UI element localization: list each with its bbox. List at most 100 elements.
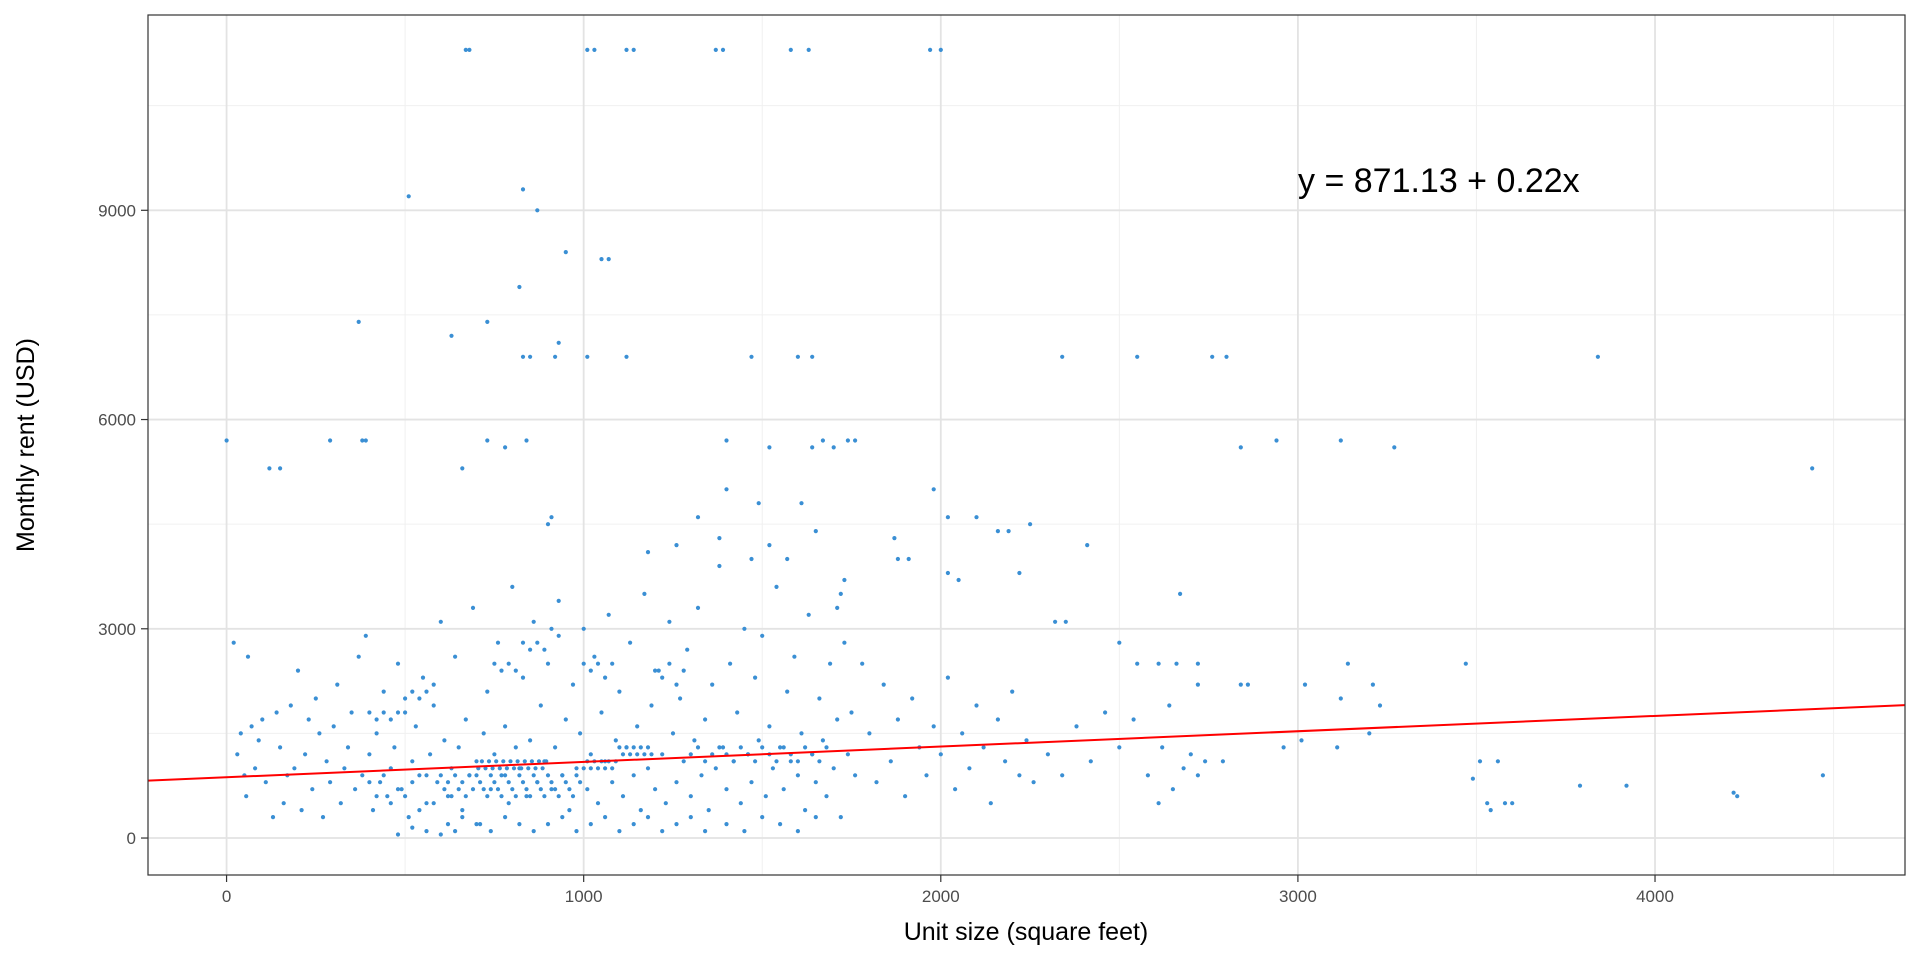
data-point [536, 759, 542, 764]
data-point [931, 724, 936, 729]
data-point [817, 696, 822, 701]
data-point [542, 647, 547, 652]
data-point [363, 438, 368, 443]
x-tick-label: 4000 [1636, 887, 1674, 906]
data-point [1367, 731, 1372, 736]
data-point [524, 794, 529, 799]
data-point [1485, 801, 1490, 806]
data-point [499, 794, 504, 799]
data-point [292, 766, 297, 771]
data-point [485, 438, 490, 443]
data-point [503, 773, 508, 778]
data-point [1117, 745, 1122, 750]
y-tick-label: 9000 [98, 201, 136, 220]
data-point [488, 829, 493, 834]
data-point [620, 794, 626, 799]
data-point [563, 717, 568, 722]
data-point [549, 787, 554, 792]
data-point [274, 710, 279, 715]
data-point [831, 766, 836, 771]
data-point [1006, 529, 1011, 534]
data-point [995, 717, 1001, 722]
data-point [542, 794, 547, 799]
plot-border [147, 14, 1906, 876]
data-point [528, 738, 533, 743]
data-point [1088, 759, 1093, 764]
data-point [631, 47, 636, 53]
data-point [488, 787, 493, 792]
data-point [392, 745, 397, 750]
data-point [245, 654, 251, 659]
data-point [535, 780, 540, 785]
data-point [799, 501, 804, 506]
data-point [295, 668, 301, 673]
data-point [656, 668, 661, 673]
data-point [395, 661, 401, 666]
regression-equation: y = 871.13 + 0.22x [1298, 162, 1580, 200]
data-point [488, 773, 493, 778]
data-point [638, 745, 643, 750]
data-point [638, 808, 643, 813]
data-point [624, 354, 629, 359]
data-point [501, 759, 506, 764]
data-point [431, 682, 436, 687]
data-point [956, 577, 961, 583]
data-point [810, 445, 815, 450]
data-point [388, 717, 393, 722]
data-point [585, 47, 590, 53]
data-point [1017, 570, 1022, 576]
data-point [767, 543, 772, 548]
data-point [403, 696, 408, 701]
data-point [1377, 703, 1383, 708]
data-point [460, 466, 465, 471]
data-point [520, 187, 526, 192]
data-point [1810, 466, 1815, 471]
data-point [574, 766, 579, 771]
data-point [995, 529, 1001, 534]
data-point [553, 354, 558, 359]
data-point [649, 703, 654, 708]
data-point [635, 752, 640, 757]
data-point [460, 808, 465, 813]
data-point [749, 780, 754, 785]
data-point [717, 563, 722, 569]
data-point [511, 766, 517, 771]
data-point [753, 759, 758, 764]
data-point [360, 438, 365, 443]
data-point [522, 759, 527, 764]
data-point [1135, 354, 1140, 359]
data-point [849, 710, 854, 715]
data-point [695, 605, 701, 611]
data-point [731, 759, 736, 764]
data-point [267, 466, 272, 471]
data-point [1010, 689, 1015, 694]
data-point [874, 780, 879, 785]
data-point [553, 787, 558, 792]
data-point [556, 633, 561, 638]
data-point [710, 682, 715, 687]
x-axis-title: Unit size (square feet) [904, 918, 1149, 946]
data-point [817, 759, 822, 764]
data-point [742, 829, 747, 834]
data-point [785, 689, 790, 694]
data-point [449, 794, 454, 799]
data-point [795, 773, 801, 778]
data-point [624, 47, 629, 53]
y-tick-label: 6000 [98, 411, 136, 430]
data-point [635, 724, 640, 729]
data-point [806, 612, 811, 617]
data-point [1624, 783, 1629, 788]
data-point [713, 47, 718, 53]
data-point [724, 487, 729, 492]
data-point [813, 780, 818, 785]
data-point [660, 675, 665, 680]
data-point [395, 710, 401, 715]
data-point [560, 815, 565, 820]
data-point [767, 445, 772, 450]
data-point [374, 731, 379, 736]
data-point [513, 745, 518, 750]
data-point [588, 752, 593, 757]
data-point [529, 759, 535, 764]
axis-ticks [141, 209, 1656, 882]
